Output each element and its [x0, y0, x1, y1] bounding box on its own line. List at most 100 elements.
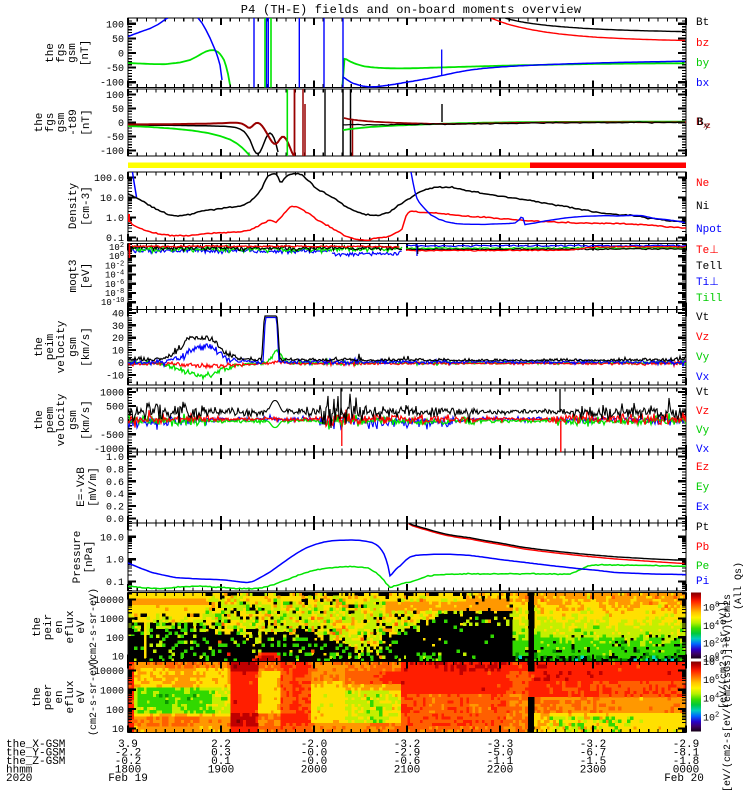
svg-text:[km/s]: [km/s] — [81, 400, 93, 440]
svg-text:-1.1: -1.1 — [487, 756, 514, 768]
svg-text:30: 30 — [112, 322, 124, 333]
svg-text:-0.2: -0.2 — [115, 756, 141, 768]
svg-text:100.0: 100.0 — [94, 174, 124, 185]
svg-text:Feb 20: Feb 20 — [664, 773, 704, 785]
svg-text:-1.8: -1.8 — [673, 756, 699, 768]
svg-text:3.9: 3.9 — [118, 739, 138, 751]
svg-text:Feb 19: Feb 19 — [108, 773, 148, 785]
svg-text:1000: 1000 — [100, 389, 124, 400]
svg-text:[nPa]: [nPa] — [84, 540, 96, 573]
svg-text:-3.2: -3.2 — [580, 739, 606, 751]
svg-text:Te⊥: Te⊥ — [696, 245, 719, 257]
svg-text:Tell: Tell — [696, 261, 722, 273]
svg-text:-500: -500 — [100, 431, 124, 442]
svg-text:eV: eV — [76, 690, 88, 704]
svg-text:x: x — [703, 122, 708, 131]
svg-text:0.0: 0.0 — [106, 515, 124, 526]
svg-text:Bt: Bt — [696, 17, 709, 29]
svg-text:Ni: Ni — [696, 201, 710, 213]
svg-text:en: en — [54, 690, 66, 703]
svg-text:gsm: gsm — [67, 43, 79, 63]
svg-text:-3.2: -3.2 — [394, 739, 420, 751]
svg-text:1.0: 1.0 — [106, 556, 124, 567]
svg-text:E=-VxB: E=-VxB — [76, 467, 88, 507]
svg-text:Vx: Vx — [696, 372, 710, 384]
svg-text:Pe: Pe — [696, 561, 709, 573]
svg-text:10-8: 10-8 — [105, 288, 124, 299]
svg-text:0.8: 0.8 — [106, 465, 124, 476]
svg-text:y: y — [705, 122, 710, 131]
svg-text:100: 100 — [106, 91, 124, 102]
svg-text:peir: peir — [43, 614, 55, 640]
svg-text:100: 100 — [106, 706, 124, 717]
svg-text:-t89: -t89 — [68, 109, 80, 135]
svg-text:0.1: 0.1 — [106, 234, 124, 245]
svg-text:10.0: 10.0 — [100, 533, 124, 544]
svg-text:the: the — [32, 687, 44, 707]
svg-text:1900: 1900 — [208, 765, 234, 777]
svg-text:-2.0: -2.0 — [301, 739, 327, 751]
svg-text:[eV/(cm2-s[eV/(em2tsGs)]+eV)(c: [eV/(cm2-s[eV/(em2tsGs)]+eV)(cm2s — [722, 594, 734, 792]
svg-text:the: the — [34, 337, 46, 357]
svg-text:velocity: velocity — [56, 393, 68, 446]
svg-text:-10: -10 — [106, 371, 124, 382]
svg-text:z: z — [706, 122, 711, 131]
svg-text:1.0: 1.0 — [106, 214, 124, 225]
svg-text:the_Y-GSM: the_Y-GSM — [6, 748, 65, 760]
svg-text:bx: bx — [696, 78, 710, 90]
svg-text:Pressure: Pressure — [72, 531, 84, 584]
svg-text:20: 20 — [112, 334, 124, 345]
svg-text:-50: -50 — [106, 133, 124, 144]
svg-text:10-6: 10-6 — [105, 279, 124, 290]
svg-text:-100: -100 — [100, 147, 124, 158]
svg-text:-100: -100 — [100, 79, 124, 90]
svg-text:10-4: 10-4 — [105, 270, 124, 281]
svg-text:-2.2: -2.2 — [115, 748, 141, 760]
svg-text:500: 500 — [106, 403, 124, 414]
svg-text:102: 102 — [109, 242, 124, 253]
svg-text:-50: -50 — [106, 64, 124, 75]
svg-text:the_X-GSM: the_X-GSM — [6, 739, 65, 751]
svg-text:10-2: 10-2 — [105, 260, 124, 271]
svg-text:0.1: 0.1 — [106, 578, 124, 589]
svg-text:-2.9: -2.9 — [394, 748, 420, 760]
svg-text:P4 (TH-E) fields and on-board: P4 (TH-E) fields and on-board moments ov… — [241, 3, 582, 17]
svg-text:100: 100 — [106, 634, 124, 645]
svg-text:10: 10 — [112, 347, 124, 358]
svg-text:by: by — [696, 58, 710, 70]
svg-text:0.3: 0.3 — [211, 748, 231, 760]
svg-text:-0.6: -0.6 — [394, 756, 420, 768]
svg-text:Ne: Ne — [696, 178, 709, 190]
svg-text:1000: 1000 — [100, 615, 124, 626]
svg-text:Npot: Npot — [696, 224, 722, 236]
svg-text:-6.7: -6.7 — [580, 748, 606, 760]
svg-text:2000: 2000 — [301, 765, 327, 777]
svg-text:Ti⊥: Ti⊥ — [696, 277, 719, 289]
svg-text:[km/s]: [km/s] — [81, 327, 93, 367]
svg-text:0.2: 0.2 — [106, 503, 124, 514]
svg-text:Pi: Pi — [696, 576, 710, 588]
svg-text:0: 0 — [118, 119, 124, 130]
svg-text:en: en — [54, 620, 66, 633]
svg-text:the: the — [45, 43, 57, 63]
svg-text:0: 0 — [118, 359, 124, 370]
svg-text:2100: 2100 — [394, 765, 420, 777]
svg-text:Ex: Ex — [696, 502, 710, 514]
svg-text:Pt: Pt — [696, 522, 709, 534]
svg-text:-1000: -1000 — [94, 445, 124, 456]
svg-text:eV: eV — [76, 620, 88, 634]
svg-text:eflux: eflux — [65, 610, 77, 643]
svg-text:-0.0: -0.0 — [301, 748, 327, 760]
svg-text:1000: 1000 — [100, 686, 124, 697]
svg-text:0.6: 0.6 — [106, 478, 124, 489]
svg-text:[nT]: [nT] — [80, 40, 92, 66]
svg-text:10.0: 10.0 — [100, 194, 124, 205]
svg-text:50: 50 — [112, 35, 124, 46]
svg-text:0: 0 — [118, 417, 124, 428]
svg-text:[nT]: [nT] — [81, 109, 93, 135]
svg-text:-3.3: -3.3 — [487, 739, 513, 751]
svg-text:velocity: velocity — [56, 320, 68, 373]
svg-text:[mV/m]: [mV/m] — [88, 467, 100, 507]
svg-text:the: the — [34, 113, 46, 133]
svg-text:(cm2-s-sr-eV): (cm2-s-sr-eV) — [88, 658, 100, 736]
